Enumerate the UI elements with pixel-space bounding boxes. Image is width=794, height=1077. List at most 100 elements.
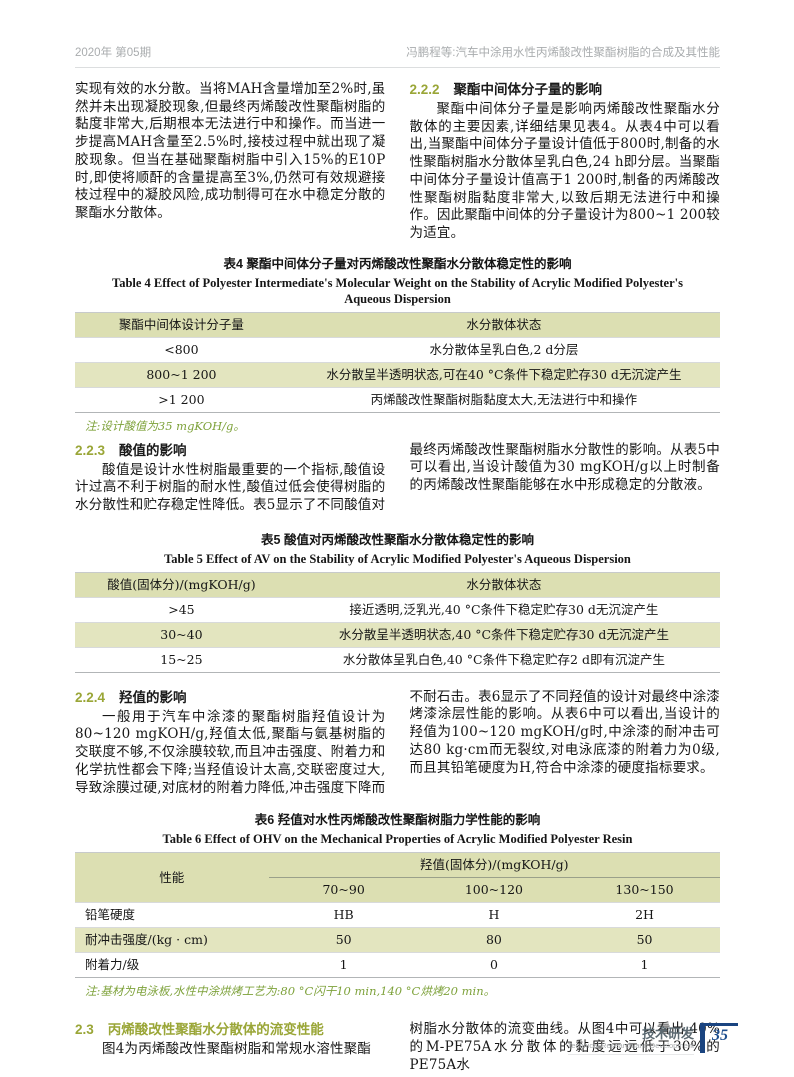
paragraph-2-2-2: 聚酯中间体分子量是影响丙烯酸改性聚酯水分散体的主要因素,详细结果见表4。从表4中…: [409, 101, 720, 241]
table4-header-cell: 水分散体状态: [287, 312, 720, 338]
right-column: 不耐石击。表6显示了不同羟值的设计对最终中涂漆烤漆涂层性能的影响。从表6中可以看…: [410, 689, 721, 798]
section-title: 丙烯酸改性聚酯水分散体的流变性能: [107, 1022, 324, 1038]
left-column: 实现有效的水分散。当将MAH含量增加至2%时,虽然并未出现凝胶现象,但最终丙烯酸…: [75, 81, 386, 243]
table-cell: 接近透明,泛乳光,40 °C条件下稳定贮存30 d无沉淀产生: [349, 601, 659, 617]
table-cell: 1: [339, 957, 348, 973]
paragraph-2-2-4-right: 不耐石击。表6显示了不同羟值的设计对最终中涂漆烤漆涂层性能的影响。从表6中可以看…: [409, 688, 720, 776]
section-heading-2-2-3: 2.2.3 酸值的影响: [75, 442, 386, 460]
section-heading-2-3: 2.3 丙烯酸改性聚酯水分散体的流变性能: [75, 1021, 386, 1039]
table-cell: 1: [640, 957, 649, 973]
table-row-highlighted: 800~1 200 水分散呈半透明状态,可在40 °C条件下稳定贮存30 d无沉…: [75, 362, 720, 388]
table5-header-row: 酸值(固体分)/(mgKOH/g) 水分散体状态: [75, 572, 720, 598]
section-number: 2.2.3: [75, 442, 106, 458]
table-cell: 水分散呈半透明状态,40 °C条件下稳定贮存30 d无沉淀产生: [287, 622, 720, 648]
table-cell: 水分散体呈乳白色,40 °C条件下稳定贮存2 d即有沉淀产生: [342, 651, 665, 667]
table6-subheader-cell: 70~90: [268, 877, 419, 903]
page-content: 2020年 第05期 冯鹏程等:汽车中涂用水性丙烯酸改性聚酯树脂的合成及其性能 …: [75, 44, 720, 1074]
table5-caption-en: Table 5 Effect of AV on the Stability of…: [164, 551, 631, 566]
table-cell: 50: [569, 927, 720, 953]
text-block-4: 2.3 丙烯酸改性聚酯水分散体的流变性能 图4为丙烯酸改性聚酯树脂和常规水溶性聚酯…: [75, 1021, 720, 1074]
section-number: 2.2.4: [75, 689, 106, 705]
table-cell: 30~40: [75, 622, 288, 648]
table-cell: 水分散体呈乳白色,2 d分层: [429, 341, 579, 357]
section-number: 2.3: [75, 1022, 94, 1038]
table6-block: 表6 羟值对水性丙烯酸改性聚酯树脂力学性能的影响 Table 6 Effect …: [75, 809, 720, 999]
table6-note: 注:基材为电泳板,水性中涂烘烤工艺为:80 °C闪干10 min,140 °C烘…: [85, 984, 496, 999]
footer-section-labels: 技术研发 Technical Research and Development: [567, 1026, 694, 1055]
table4-caption-en: Table 4 Effect of Polyester Intermediate…: [112, 275, 683, 306]
table5-header-cell: 酸值(固体分)/(mgKOH/g): [75, 572, 288, 598]
section-title: 羟值的影响: [119, 689, 187, 705]
table-cell: 耐冲击强度/(kg · cm): [75, 927, 269, 953]
table-cell: >1 200: [158, 391, 205, 407]
page-number: 35: [700, 1023, 738, 1053]
table6-subheader-cell: 100~120: [418, 877, 570, 903]
running-header: 2020年 第05期 冯鹏程等:汽车中涂用水性丙烯酸改性聚酯树脂的合成及其性能: [75, 44, 720, 68]
table6: 性能 羟值(固体分)/(mgKOH/g) 70~90 100~120 130~1…: [75, 852, 720, 979]
table5-block: 表5 酸值对丙烯酸改性聚酯水分散体稳定性的影响 Table 5 Effect o…: [75, 529, 720, 673]
table-cell: 0: [489, 957, 498, 973]
table4-header-row: 聚酯中间体设计分子量 水分散体状态: [75, 312, 720, 338]
table6-subheader-cell: 130~150: [569, 877, 720, 903]
paragraph-mah-continuation: 实现有效的水分散。当将MAH含量增加至2%时,虽然并未出现凝胶现象,但最终丙烯酸…: [75, 81, 386, 221]
table6-subheader-row: 70~90 100~120 130~150: [75, 877, 720, 903]
section-heading-2-2-4: 2.2.4 羟值的影响: [75, 689, 386, 707]
table6-caption-en: Table 6 Effect of OHV on the Mechanical …: [162, 832, 633, 847]
table-cell: 附着力/级: [85, 957, 140, 973]
table6-span-header: 羟值(固体分)/(mgKOH/g): [268, 852, 720, 879]
left-column: 2.2.4 羟值的影响 一般用于汽车中涂漆的聚酯树脂羟值设计为80~120 mgK…: [75, 689, 386, 798]
table4-header-cell: 聚酯中间体设计分子量: [75, 312, 288, 338]
right-column: 树脂水分散体的流变曲线。从图4中可以看出,40%的M-PE75A水分散体的黏度远…: [410, 1021, 721, 1074]
right-column: 2.2.2 聚酯中间体分子量的影响 聚酯中间体分子量是影响丙烯酸改性聚酯水分散体的…: [410, 81, 721, 243]
table4: 聚酯中间体设计分子量 水分散体状态 <800 水分散体呈乳白色,2 d分层 80…: [75, 311, 720, 413]
table-cell: 铅笔硬度: [85, 907, 136, 923]
table5: 酸值(固体分)/(mgKOH/g) 水分散体状态 >45 接近透明,泛乳光,40…: [75, 571, 720, 673]
table6-header-row: 性能 羟值(固体分)/(mgKOH/g): [75, 852, 720, 903]
section-title: 聚酯中间体分子量的影响: [453, 82, 603, 97]
running-title: 冯鹏程等:汽车中涂用水性丙烯酸改性聚酯树脂的合成及其性能: [406, 47, 720, 59]
table5-caption-cn: 表5 酸值对丙烯酸改性聚酯水分散体稳定性的影响: [261, 532, 534, 547]
table-row: 铅笔硬度 HB H 2H: [75, 902, 720, 928]
table-row: >45 接近透明,泛乳光,40 °C条件下稳定贮存30 d无沉淀产生: [75, 597, 720, 622]
table4-caption-cn: 表4 聚酯中间体分子量对丙烯酸改性聚酯水分散体稳定性的影响: [223, 256, 572, 271]
footer-section-en: Technical Research and Development: [567, 1041, 694, 1050]
paragraph-2-2-4-left: 一般用于汽车中涂漆的聚酯树脂羟值设计为80~120 mgKOH/g,羟值太低,聚…: [75, 708, 386, 796]
table-cell: 2H: [635, 907, 654, 923]
text-block-3: 2.2.4 羟值的影响 一般用于汽车中涂漆的聚酯树脂羟值设计为80~120 mgK…: [75, 689, 720, 798]
table4-note: 注:设计酸值为35 mgKOH/g。: [85, 418, 245, 433]
section-heading-2-2-2: 2.2.2 聚酯中间体分子量的影响: [410, 81, 721, 99]
table-cell: 15~25: [160, 651, 203, 667]
table-cell: H: [488, 907, 500, 923]
paragraph-2-3-left: 图4为丙烯酸改性聚酯树脂和常规水溶性聚酯: [102, 1041, 372, 1058]
table-row-highlighted: 30~40 水分散呈半透明状态,40 °C条件下稳定贮存30 d无沉淀产生: [75, 622, 720, 648]
table6-caption-cn: 表6 羟值对水性丙烯酸改性聚酯树脂力学性能的影响: [254, 813, 541, 828]
table-row: >1 200 丙烯酸改性聚酯树脂黏度太大,无法进行中和操作: [75, 387, 720, 412]
issue-label: 2020年 第05期: [75, 47, 152, 59]
table-cell: 80: [418, 927, 570, 953]
footer-section-cn: 技术研发: [641, 1026, 694, 1041]
right-column: 最终丙烯酸改性聚酯树脂水分散性的影响。从表5中可以看出,当设计酸值为30 mgK…: [410, 442, 721, 515]
section-number: 2.2.2: [409, 82, 440, 97]
text-block-1: 实现有效的水分散。当将MAH含量增加至2%时,虽然并未出现凝胶现象,但最终丙烯酸…: [75, 81, 720, 243]
table-row-highlighted: 耐冲击强度/(kg · cm) 50 80 50: [75, 927, 720, 953]
left-column: 2.3 丙烯酸改性聚酯水分散体的流变性能 图4为丙烯酸改性聚酯树脂和常规水溶性聚酯: [75, 1021, 386, 1074]
table-row: 附着力/级 1 0 1: [75, 952, 720, 978]
paragraph-2-3-right: 树脂水分散体的流变曲线。从图4中可以看出,40%的M-PE75A水分散体的黏度远…: [409, 1021, 720, 1073]
table-cell: 水分散呈半透明状态,可在40 °C条件下稳定贮存30 d无沉淀产生: [287, 362, 720, 388]
text-block-2: 2.2.3 酸值的影响 酸值是设计水性树脂最重要的一个指标,酸值设计过高不利于树脂…: [75, 442, 720, 515]
table-cell: 800~1 200: [75, 362, 288, 388]
paragraph-2-2-3-right: 最终丙烯酸改性聚酯树脂水分散性的影响。从表5中可以看出,当设计酸值为30 mgK…: [409, 441, 720, 494]
paragraph-2-2-3-left: 酸值是设计水性树脂最重要的一个指标,酸值设计过高不利于树脂的耐水性,酸值过低会使…: [75, 461, 386, 514]
table-cell: >45: [168, 601, 195, 617]
table-cell: 丙烯酸改性聚酯树脂黏度太大,无法进行中和操作: [370, 391, 638, 407]
table-cell: 50: [268, 927, 419, 953]
table5-header-cell: 水分散体状态: [287, 572, 720, 598]
table6-perf-header: 性能: [75, 852, 269, 903]
page-footer: 技术研发 Technical Research and Development …: [567, 1023, 738, 1055]
table-cell: HB: [333, 907, 354, 923]
section-title: 酸值的影响: [119, 442, 187, 458]
left-column: 2.2.3 酸值的影响 酸值是设计水性树脂最重要的一个指标,酸值设计过高不利于树脂…: [75, 442, 386, 515]
table-cell: <800: [164, 341, 199, 357]
table-row: 15~25 水分散体呈乳白色,40 °C条件下稳定贮存2 d即有沉淀产生: [75, 647, 720, 672]
